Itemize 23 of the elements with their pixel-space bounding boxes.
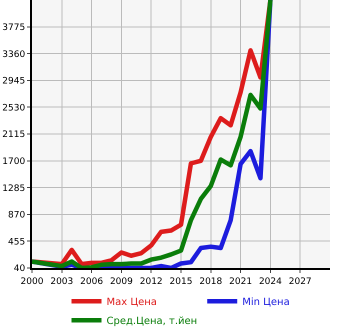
x-tick-label: 2009 [110, 276, 134, 287]
legend-label: Min Цена [242, 297, 290, 308]
x-tick-label: 2021 [229, 276, 252, 287]
x-tick-label: 2006 [80, 276, 104, 287]
legend-label: Max Цена [106, 297, 157, 308]
x-tick-label: 2015 [170, 276, 192, 287]
y-tick-label: 1700 [2, 156, 26, 167]
legend-label: Сред.Цена, т.йен [106, 316, 198, 328]
y-tick-label: 455 [8, 237, 26, 248]
y-tick-label: 2530 [2, 103, 26, 114]
x-tick-label: 2027 [288, 276, 312, 287]
x-tick-label: 2024 [258, 276, 282, 287]
y-tick-label: 3360 [2, 50, 26, 60]
y-tick-label: 40 [14, 264, 26, 274]
x-tick-label: 2012 [140, 276, 163, 287]
y-tick-label: 870 [8, 210, 26, 221]
y-tick-label: 3775 [2, 22, 26, 33]
y-tick-label: 2945 [2, 76, 26, 87]
x-tick-label: 2003 [50, 276, 74, 287]
y-tick-label: 2115 [2, 130, 26, 140]
x-tick-label: 2018 [199, 276, 223, 287]
x-tick-label: 2000 [20, 276, 44, 287]
y-tick-label: 1285 [2, 184, 26, 194]
